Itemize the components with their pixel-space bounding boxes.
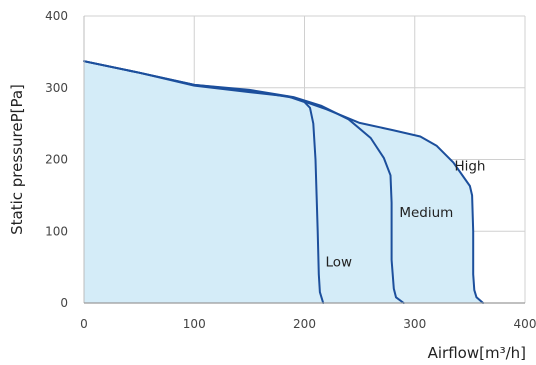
x-tick-label: 0: [80, 317, 88, 331]
series-label-low: Low: [325, 254, 352, 270]
x-tick-label: 400: [514, 317, 536, 331]
y-tick-label: 100: [45, 224, 68, 238]
x-axis-label: Airflow[m³/h]: [428, 344, 526, 362]
series-lines: [83, 60, 485, 304]
series-line-medium: [83, 60, 405, 304]
x-tick-labels: 0 100 200 300 400: [80, 317, 536, 331]
x-tick-label: 200: [293, 317, 316, 331]
y-tick-label: 400: [45, 9, 68, 23]
y-tick-label: 300: [45, 81, 68, 95]
y-tick-label: 0: [60, 296, 68, 310]
y-tick-label: 200: [45, 153, 68, 167]
x-tick-label: 100: [183, 317, 206, 331]
x-tick-label: 300: [403, 317, 426, 331]
filled-area: [84, 61, 484, 303]
y-axis-label: Static pressureP[Pa]: [8, 84, 26, 235]
y-tick-labels: 0 100 200 300 400: [45, 9, 68, 310]
series-line-low: [83, 60, 325, 304]
series-label-high: High: [454, 158, 485, 174]
axes: [83, 16, 525, 304]
series-label-medium: Medium: [399, 205, 453, 221]
